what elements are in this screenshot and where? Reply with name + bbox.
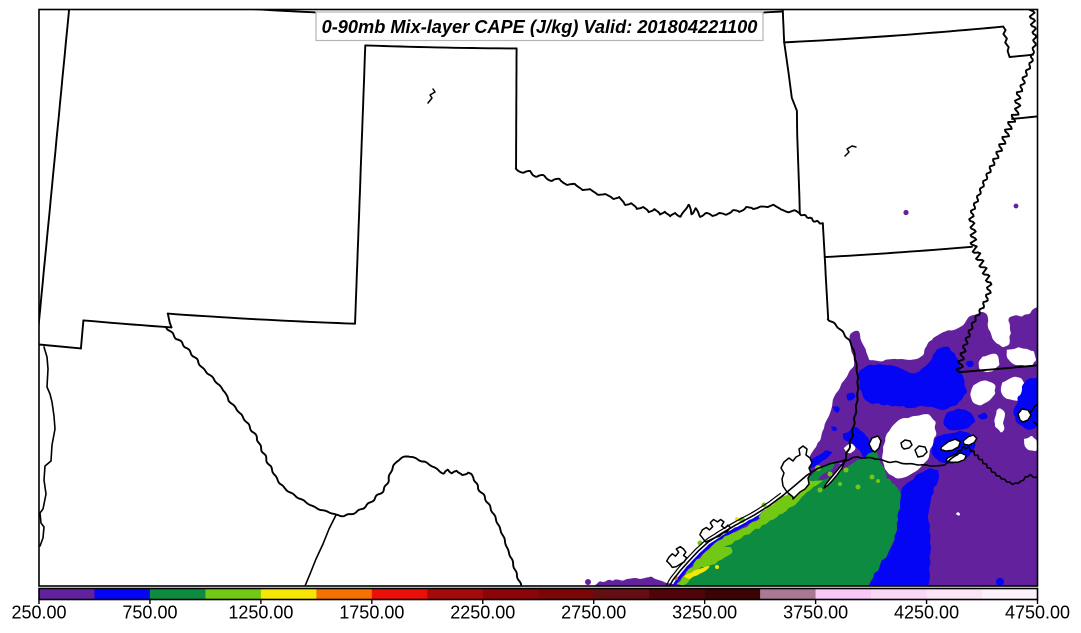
svg-text:3250.00: 3250.00: [672, 603, 737, 623]
svg-text:250.00: 250.00: [11, 603, 66, 623]
svg-text:4250.00: 4250.00: [894, 603, 959, 623]
svg-text:2250.00: 2250.00: [450, 603, 515, 623]
svg-text:4750.00: 4750.00: [1005, 603, 1070, 623]
svg-text:0-90mb Mix-layer CAPE (J/kg) V: 0-90mb Mix-layer CAPE (J/kg) Valid: 2018…: [322, 17, 758, 37]
svg-text:1250.00: 1250.00: [228, 603, 293, 623]
svg-text:3750.00: 3750.00: [783, 603, 848, 623]
svg-text:2750.00: 2750.00: [561, 603, 626, 623]
svg-text:1750.00: 1750.00: [339, 603, 404, 623]
svg-text:750.00: 750.00: [122, 603, 177, 623]
